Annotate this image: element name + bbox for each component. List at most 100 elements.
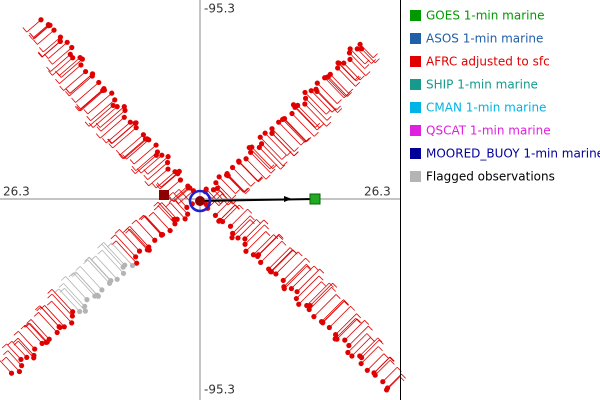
obs-dot xyxy=(302,89,308,96)
barb-staff xyxy=(360,346,379,364)
barb-flag xyxy=(88,122,94,128)
barb-flag xyxy=(293,147,299,152)
barb-flag xyxy=(39,305,45,310)
barb-staff xyxy=(65,276,88,300)
obs-dot xyxy=(121,104,127,110)
barb-flag xyxy=(37,52,43,58)
barb-flag xyxy=(282,161,288,167)
obs-dot xyxy=(24,354,30,361)
obs-dot xyxy=(54,329,60,336)
obs-dot xyxy=(152,237,158,243)
barb-staff xyxy=(386,376,401,391)
barb-staff xyxy=(63,283,85,307)
legend-label: QSCAT 1-min marine xyxy=(426,124,551,138)
obs-dot xyxy=(306,306,312,313)
obs-dot xyxy=(281,286,287,292)
barb-flag xyxy=(76,104,81,110)
barb-flag xyxy=(355,81,361,87)
obs-dot xyxy=(358,46,365,52)
obs-dot xyxy=(349,353,355,359)
barb-staff xyxy=(270,249,293,272)
barb-flag xyxy=(356,318,362,324)
barb-staff xyxy=(143,215,162,236)
obs-dot xyxy=(280,277,286,284)
obs-dot xyxy=(82,308,88,314)
barb-flag xyxy=(3,350,9,355)
barb-staff xyxy=(260,240,283,263)
obs-dot xyxy=(235,235,241,241)
barb-flag xyxy=(20,324,26,330)
barb-flag xyxy=(359,75,365,81)
obs-dot xyxy=(357,41,363,47)
barb-flag xyxy=(343,301,349,306)
barb-staff xyxy=(373,357,390,374)
barb-staff xyxy=(271,128,295,152)
barb-flag xyxy=(328,282,334,288)
legend-swatch xyxy=(410,148,421,159)
barb-staff xyxy=(361,339,380,358)
barb-flag xyxy=(344,300,350,306)
barb-flag xyxy=(273,234,279,240)
barb-flag xyxy=(60,276,66,281)
barb-staff xyxy=(159,173,179,190)
barb-flag xyxy=(59,287,65,293)
top-label: -95.3 xyxy=(204,2,235,16)
barb-flag xyxy=(270,168,276,174)
obs-dot xyxy=(78,62,84,68)
barb-flag xyxy=(47,289,53,294)
legend-label: GOES 1-min marine xyxy=(426,9,544,23)
barb-staff xyxy=(226,173,246,193)
barb-staff xyxy=(87,259,110,284)
barb-flag xyxy=(356,76,361,82)
barb-staff xyxy=(115,240,137,264)
barb-flag xyxy=(348,88,354,94)
barb-flag xyxy=(249,215,255,221)
barb-staff xyxy=(271,132,295,157)
barb-staff xyxy=(322,301,345,324)
legend-label: ASOS 1-min marine xyxy=(426,32,543,46)
barb-staff xyxy=(291,113,315,137)
barb-staff xyxy=(115,234,136,258)
obs-dot xyxy=(172,221,178,227)
obs-dot xyxy=(106,280,113,286)
barb-flag xyxy=(38,51,43,57)
obs-dot xyxy=(358,360,364,367)
barb-staff xyxy=(11,340,28,358)
obs-dot xyxy=(347,46,353,52)
obs-dot xyxy=(295,102,301,109)
obs-dot xyxy=(213,180,219,186)
motion-vector xyxy=(199,198,316,202)
barb-staff xyxy=(133,144,157,165)
barb-staff xyxy=(148,168,169,187)
obs-dot xyxy=(269,130,275,136)
barb-staff xyxy=(129,226,150,248)
obs-dot xyxy=(346,50,353,56)
barb-staff xyxy=(259,136,283,160)
barb-staff xyxy=(387,373,402,389)
barb-flag xyxy=(83,259,89,265)
barb-staff xyxy=(147,162,168,180)
obs-dot xyxy=(69,313,75,319)
barb-staff xyxy=(215,200,231,216)
obs-dot xyxy=(158,232,165,238)
barb-staff xyxy=(38,312,58,333)
barb-staff xyxy=(268,247,291,270)
barb-staff xyxy=(316,91,338,113)
barb-staff xyxy=(161,202,178,220)
barb-staff xyxy=(253,234,274,256)
barb-flag xyxy=(107,138,112,144)
barb-staff xyxy=(232,167,252,187)
barb-staff xyxy=(0,360,12,374)
barb-staff xyxy=(87,92,113,115)
barb-staff xyxy=(356,48,372,64)
obs-dot xyxy=(184,204,190,210)
legend-label: Flagged observations xyxy=(426,170,555,184)
barb-staff xyxy=(88,256,112,281)
barb-staff xyxy=(29,322,48,343)
barb-staff xyxy=(321,299,344,322)
obs-dot xyxy=(38,17,44,23)
barb-staff xyxy=(282,119,306,143)
barb-staff xyxy=(259,147,281,170)
barb-flag xyxy=(313,131,319,137)
barb-staff xyxy=(75,82,100,103)
